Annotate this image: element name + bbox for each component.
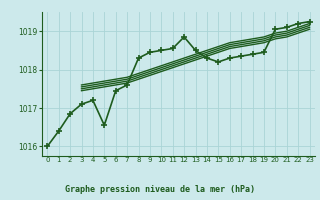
Text: Graphe pression niveau de la mer (hPa): Graphe pression niveau de la mer (hPa): [65, 185, 255, 194]
